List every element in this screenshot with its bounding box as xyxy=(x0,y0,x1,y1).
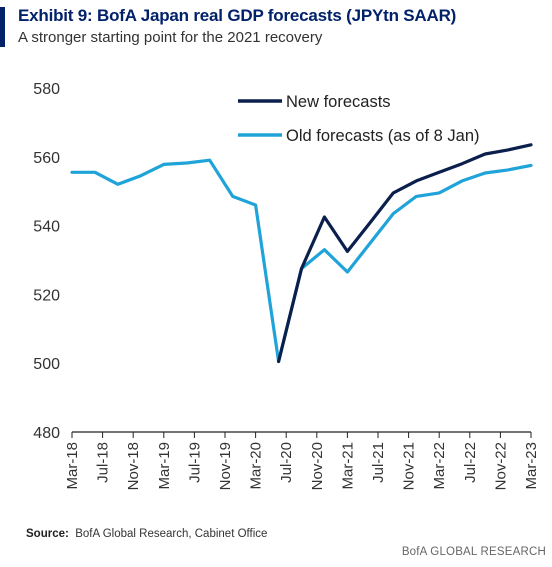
x-tick-label: Nov-21 xyxy=(401,442,418,490)
x-tick-label: Mar-21 xyxy=(339,442,356,490)
x-tick-label: Mar-22 xyxy=(431,442,448,490)
title-accent-bar xyxy=(0,7,5,47)
chart-title: Exhibit 9: BofA Japan real GDP forecasts… xyxy=(18,6,457,25)
x-tick-label: Nov-20 xyxy=(309,442,326,490)
chart-subtitle: A stronger starting point for the 2021 r… xyxy=(18,29,323,46)
series-layer xyxy=(70,143,533,364)
legend-label: Old forecasts (as of 8 Jan) xyxy=(286,127,480,145)
legend-label: New forecasts xyxy=(286,93,391,111)
x-tick-label: Jul-20 xyxy=(278,442,295,483)
source-text: BofA Global Research, Cabinet Office xyxy=(75,528,268,540)
x-tick-label: Nov-18 xyxy=(125,442,142,490)
x-tick-label: Jul-18 xyxy=(95,442,112,483)
y-tick-label: 480 xyxy=(33,425,60,442)
x-tick-label: Nov-22 xyxy=(492,442,509,490)
x-tick-label: Mar-20 xyxy=(248,442,265,490)
y-tick-label: 540 xyxy=(33,219,60,236)
x-tick-label: Jul-19 xyxy=(186,442,203,483)
y-tick-label: 500 xyxy=(33,356,60,373)
x-tick-label: Mar-18 xyxy=(64,442,81,490)
y-axis: 480 500 520 540 560 580 xyxy=(33,81,60,442)
source-note: Source: BofA Global Research, Cabinet Of… xyxy=(26,528,267,540)
x-axis: Mar-18 Jul-18 Nov-18 Mar-19 Jul-19 Nov-19 Mar-… xyxy=(64,431,540,490)
y-tick-label: 560 xyxy=(33,150,60,167)
brand-label: BofA GLOBAL RESEARCH xyxy=(401,546,546,558)
y-tick-label: 520 xyxy=(33,287,60,304)
x-tick-label: Mar-19 xyxy=(156,442,173,490)
x-tick-label: Nov-19 xyxy=(217,442,234,490)
series-line-new-forecasts xyxy=(277,143,533,364)
x-tick-label: Mar-23 xyxy=(523,442,540,490)
x-tick-label: Jul-22 xyxy=(462,442,479,483)
source-label: Source: xyxy=(26,528,69,540)
x-tick-label: Jul-21 xyxy=(370,442,387,483)
legend: New forecasts Old forecasts (as of 8 Jan) xyxy=(238,93,480,145)
series-line-old-forecasts xyxy=(70,158,533,364)
y-tick-label: 580 xyxy=(33,81,60,98)
